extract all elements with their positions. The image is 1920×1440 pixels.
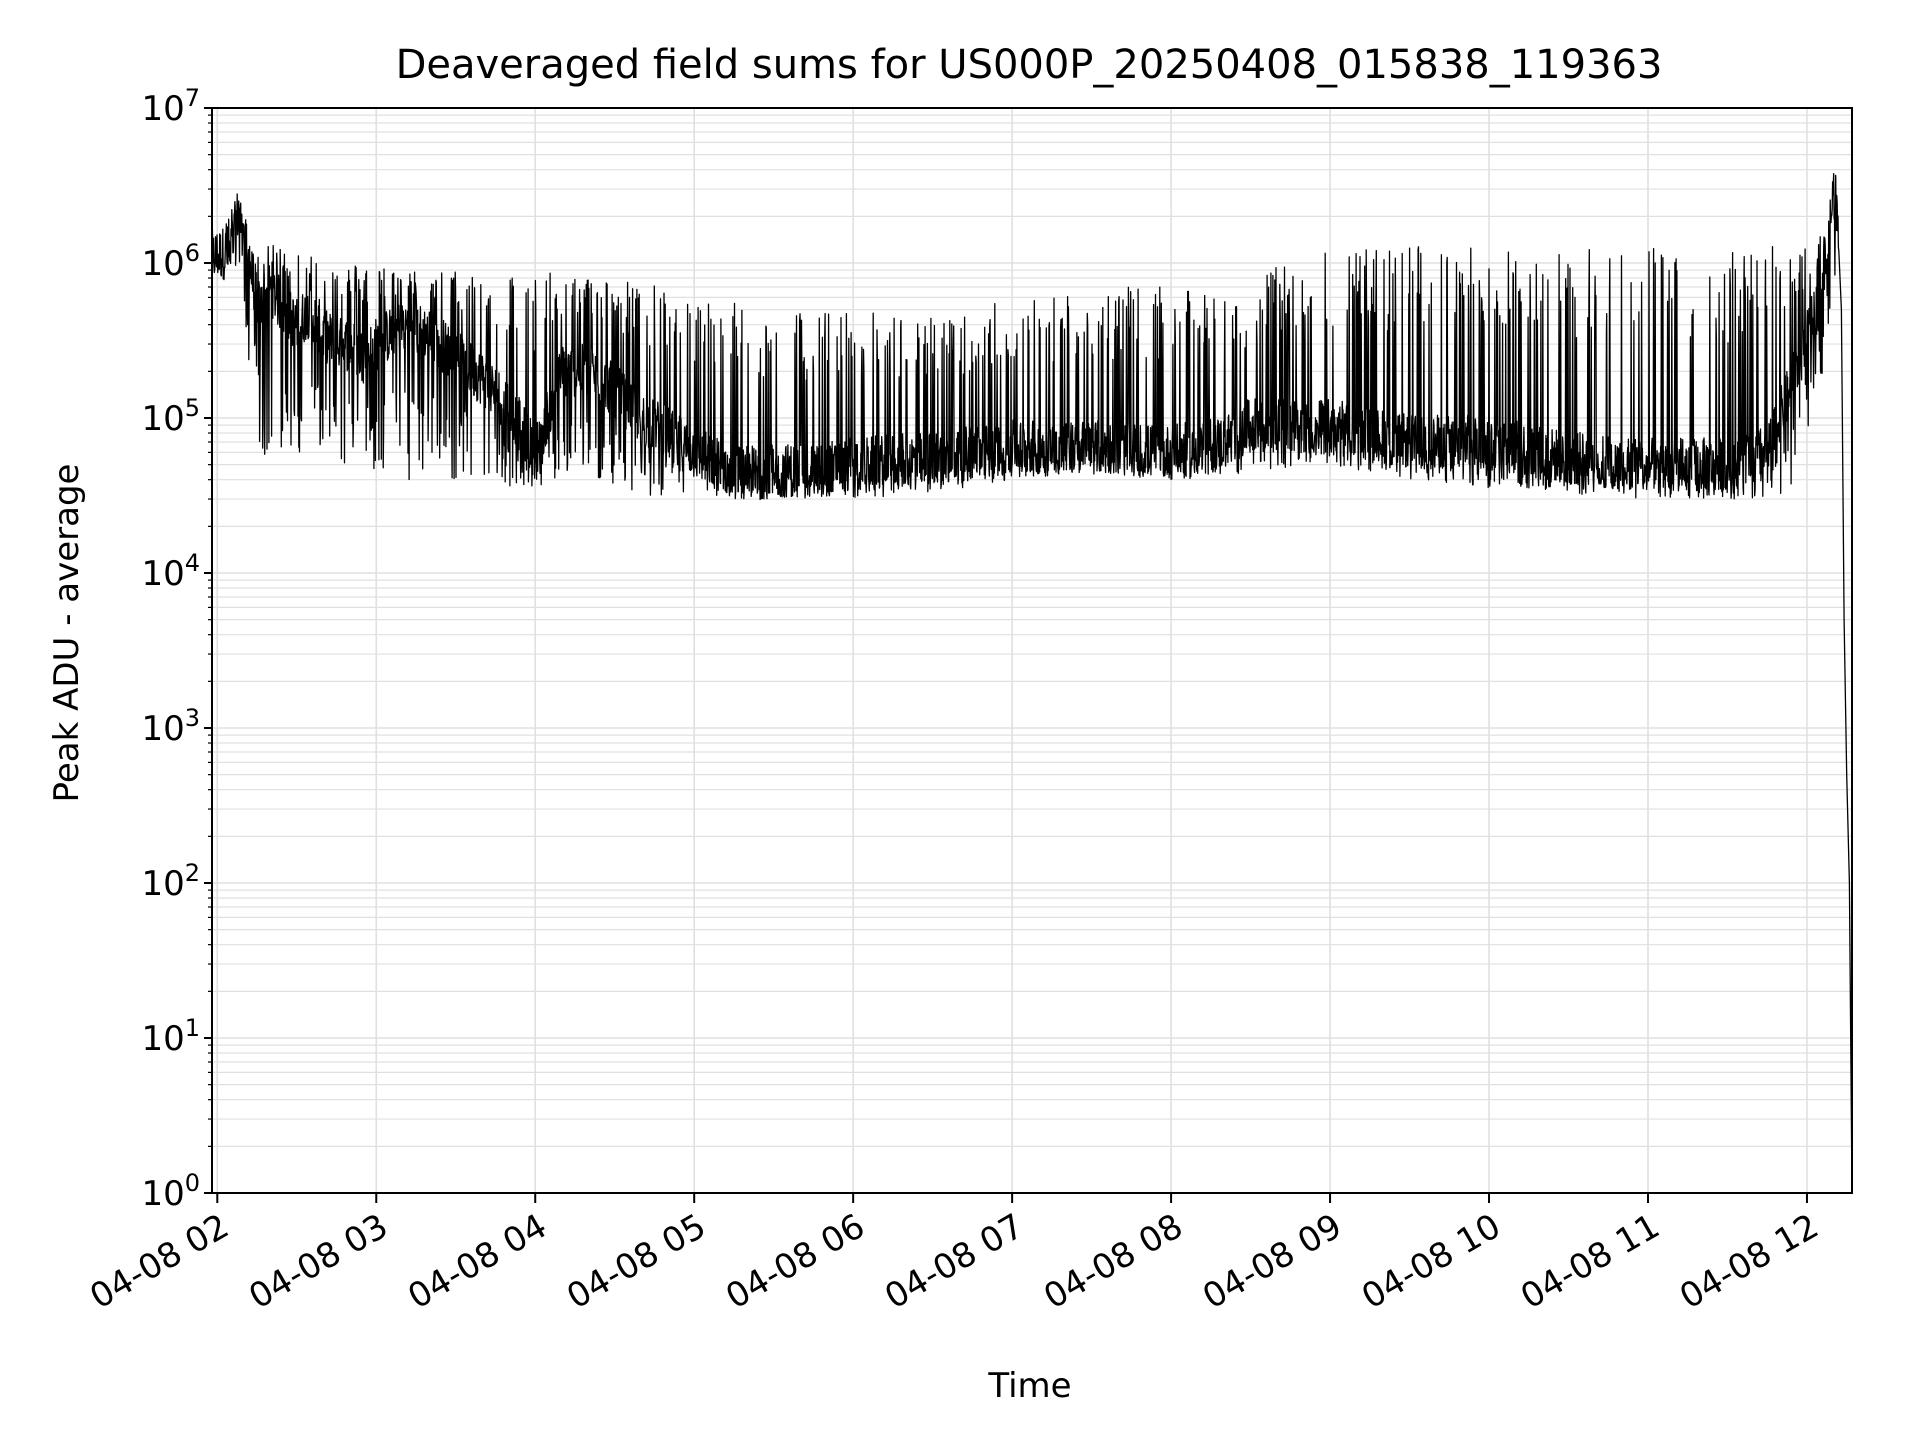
y-tick-label: 105 — [141, 394, 200, 439]
x-axis-label: Time — [987, 1366, 1071, 1406]
chart-title: Deaveraged field sums for US000P_2025040… — [396, 42, 1663, 88]
grid-lines — [212, 107, 1852, 1194]
y-tick-label: 102 — [141, 859, 200, 904]
y-tick-label: 104 — [141, 549, 200, 594]
y-tick-label: 107 — [141, 84, 200, 129]
y-tick-label: 101 — [141, 1014, 200, 1059]
plot-frame — [211, 107, 1853, 1194]
y-tick-label: 100 — [141, 1169, 200, 1214]
data-series — [211, 172, 1853, 1194]
series-line — [211, 172, 1853, 1194]
y-tick-label: 106 — [141, 239, 200, 284]
y-axis-label: Peak ADU - average — [47, 464, 87, 803]
y-tick-label: 103 — [141, 704, 200, 749]
